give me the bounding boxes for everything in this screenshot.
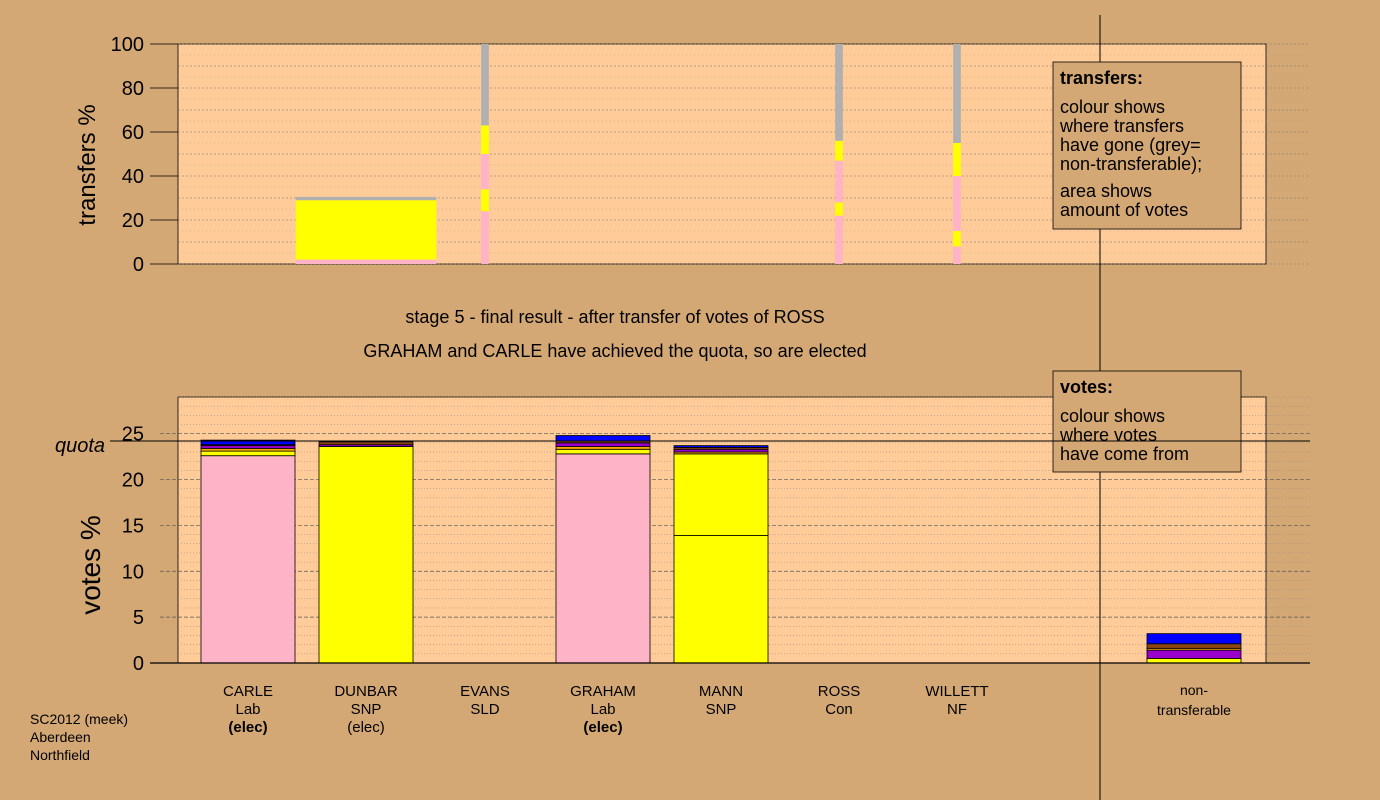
vote-segment bbox=[555, 435, 651, 442]
transfer-segment bbox=[481, 189, 489, 212]
votes-bars bbox=[200, 435, 1242, 664]
vote-segment bbox=[200, 455, 296, 664]
transfer-segment bbox=[481, 44, 489, 126]
votes-y-tick-label: 15 bbox=[122, 515, 144, 537]
candidate-party-label: SNP bbox=[351, 701, 382, 718]
candidate-party-label: SNP bbox=[706, 701, 737, 718]
transfers-legend-line: non-transferable); bbox=[1060, 154, 1202, 174]
votes-legend: votes: colour shows where votes have com… bbox=[1052, 370, 1242, 473]
votes-legend-line: where votes bbox=[1059, 425, 1157, 445]
vote-segment bbox=[555, 453, 651, 664]
transfer-segment bbox=[481, 211, 489, 264]
votes-y-tick-label: 25 bbox=[122, 424, 144, 446]
candidate-party-label: SLD bbox=[470, 701, 499, 718]
candidate-name-label: CARLE bbox=[223, 683, 273, 700]
transfers-legend: transfers: colour shows where transfers … bbox=[1052, 61, 1242, 230]
transfer-segment bbox=[953, 246, 961, 264]
vote-segment bbox=[673, 448, 769, 453]
transfers-y-tick-label: 60 bbox=[122, 122, 144, 144]
footer-line: Aberdeen bbox=[30, 729, 91, 745]
transfer-segment bbox=[835, 202, 843, 216]
vote-segment bbox=[200, 447, 296, 452]
transfers-y-tick-label: 80 bbox=[122, 78, 144, 100]
candidate-name-label: ROSS bbox=[818, 683, 861, 700]
transfers-legend-line: area shows bbox=[1060, 181, 1152, 201]
transfers-legend-line: colour shows bbox=[1060, 97, 1165, 117]
vote-segment bbox=[318, 441, 414, 446]
transfer-segment bbox=[295, 200, 437, 260]
footer-info: SC2012 (meek) Aberdeen Northfield bbox=[30, 711, 128, 763]
votes-legend-line: colour shows bbox=[1060, 406, 1165, 426]
transfers-y-ticks: 0 20 40 60 80 100 bbox=[111, 34, 178, 276]
transfers-legend-line: have gone (grey= bbox=[1060, 135, 1201, 155]
candidate-party-label: Lab bbox=[590, 701, 615, 718]
votes-y-label: votes % bbox=[75, 515, 106, 615]
footer-line: Northfield bbox=[30, 747, 90, 763]
transfer-segment bbox=[295, 259, 437, 264]
transfers-y-label: transfers % bbox=[74, 104, 101, 225]
nontransferable-segment bbox=[1146, 643, 1242, 649]
transfers-legend-box bbox=[1052, 61, 1242, 230]
candidate-party-label: NF bbox=[947, 701, 967, 718]
vote-segment bbox=[673, 445, 769, 448]
candidate-party-label: Con bbox=[825, 701, 853, 718]
candidate-name-label: GRAHAM bbox=[570, 683, 636, 700]
vote-segment bbox=[318, 446, 414, 664]
stage-text: stage 5 - final result - after transfer … bbox=[405, 307, 824, 327]
candidate-party-label: Lab bbox=[235, 701, 260, 718]
transfers-y-tick-label: 0 bbox=[133, 254, 144, 276]
candidate-name-label: DUNBAR bbox=[334, 683, 398, 700]
nontransferable-label: transferable bbox=[1157, 702, 1231, 718]
votes-y-tick-label: 5 bbox=[133, 607, 144, 629]
candidate-labels: CARLELab(elec)DUNBARSNP(elec)EVANSSLDGRA… bbox=[223, 682, 1231, 736]
transfers-y-tick-label: 100 bbox=[111, 34, 144, 56]
vote-segment bbox=[555, 448, 651, 455]
votes-legend-line: have come from bbox=[1060, 444, 1189, 464]
transfers-y-tick-label: 40 bbox=[122, 166, 144, 188]
transfer-segment bbox=[953, 176, 961, 231]
transfer-segment bbox=[953, 44, 961, 143]
votes-y-ticks: 0 5 10 15 20 25 bbox=[122, 424, 1310, 675]
transfer-segment bbox=[953, 143, 961, 176]
votes-legend-box bbox=[1052, 370, 1242, 473]
nontransferable-segment bbox=[1146, 633, 1242, 645]
vote-segment bbox=[200, 450, 296, 457]
nontransferable-segment bbox=[1146, 649, 1242, 659]
transfer-segment bbox=[835, 215, 843, 264]
vote-segment bbox=[200, 439, 296, 446]
votes-y-tick-label: 20 bbox=[122, 470, 144, 492]
transfer-segment bbox=[835, 140, 843, 161]
footer-line: SC2012 (meek) bbox=[30, 711, 128, 727]
transfer-segment bbox=[835, 160, 843, 203]
vote-segment bbox=[555, 442, 651, 447]
candidate-name-label: WILLETT bbox=[925, 683, 988, 700]
transfers-legend-title: transfers: bbox=[1060, 68, 1143, 88]
transfer-segment bbox=[835, 44, 843, 141]
transfer-segment bbox=[481, 154, 489, 190]
nontransferable-segment bbox=[1146, 658, 1242, 664]
candidate-status-label: (elec) bbox=[228, 719, 267, 736]
quota-label: quota bbox=[55, 435, 105, 457]
vote-segment bbox=[673, 535, 769, 664]
transfers-bars bbox=[295, 44, 961, 264]
transfer-segment bbox=[953, 231, 961, 247]
transfers-legend-line: where transfers bbox=[1059, 116, 1184, 136]
candidate-status-label: (elec) bbox=[347, 719, 385, 736]
candidate-status-label: (elec) bbox=[583, 719, 622, 736]
transfers-y-tick-label: 20 bbox=[122, 210, 144, 232]
transfers-legend-line: amount of votes bbox=[1060, 200, 1188, 220]
elected-text: GRAHAM and CARLE have achieved the quota… bbox=[363, 341, 866, 361]
candidate-name-label: EVANS bbox=[460, 683, 510, 700]
transfer-segment bbox=[295, 196, 437, 201]
transfer-segment bbox=[481, 125, 489, 154]
nontransferable-label: non- bbox=[1180, 682, 1208, 698]
vote-segment bbox=[673, 453, 769, 536]
votes-y-tick-label: 0 bbox=[133, 653, 144, 675]
vote-segment bbox=[555, 446, 651, 450]
vote-segment bbox=[200, 445, 296, 449]
votes-legend-title: votes: bbox=[1060, 377, 1113, 397]
candidate-name-label: MANN bbox=[699, 683, 743, 700]
votes-y-tick-label: 10 bbox=[122, 561, 144, 583]
